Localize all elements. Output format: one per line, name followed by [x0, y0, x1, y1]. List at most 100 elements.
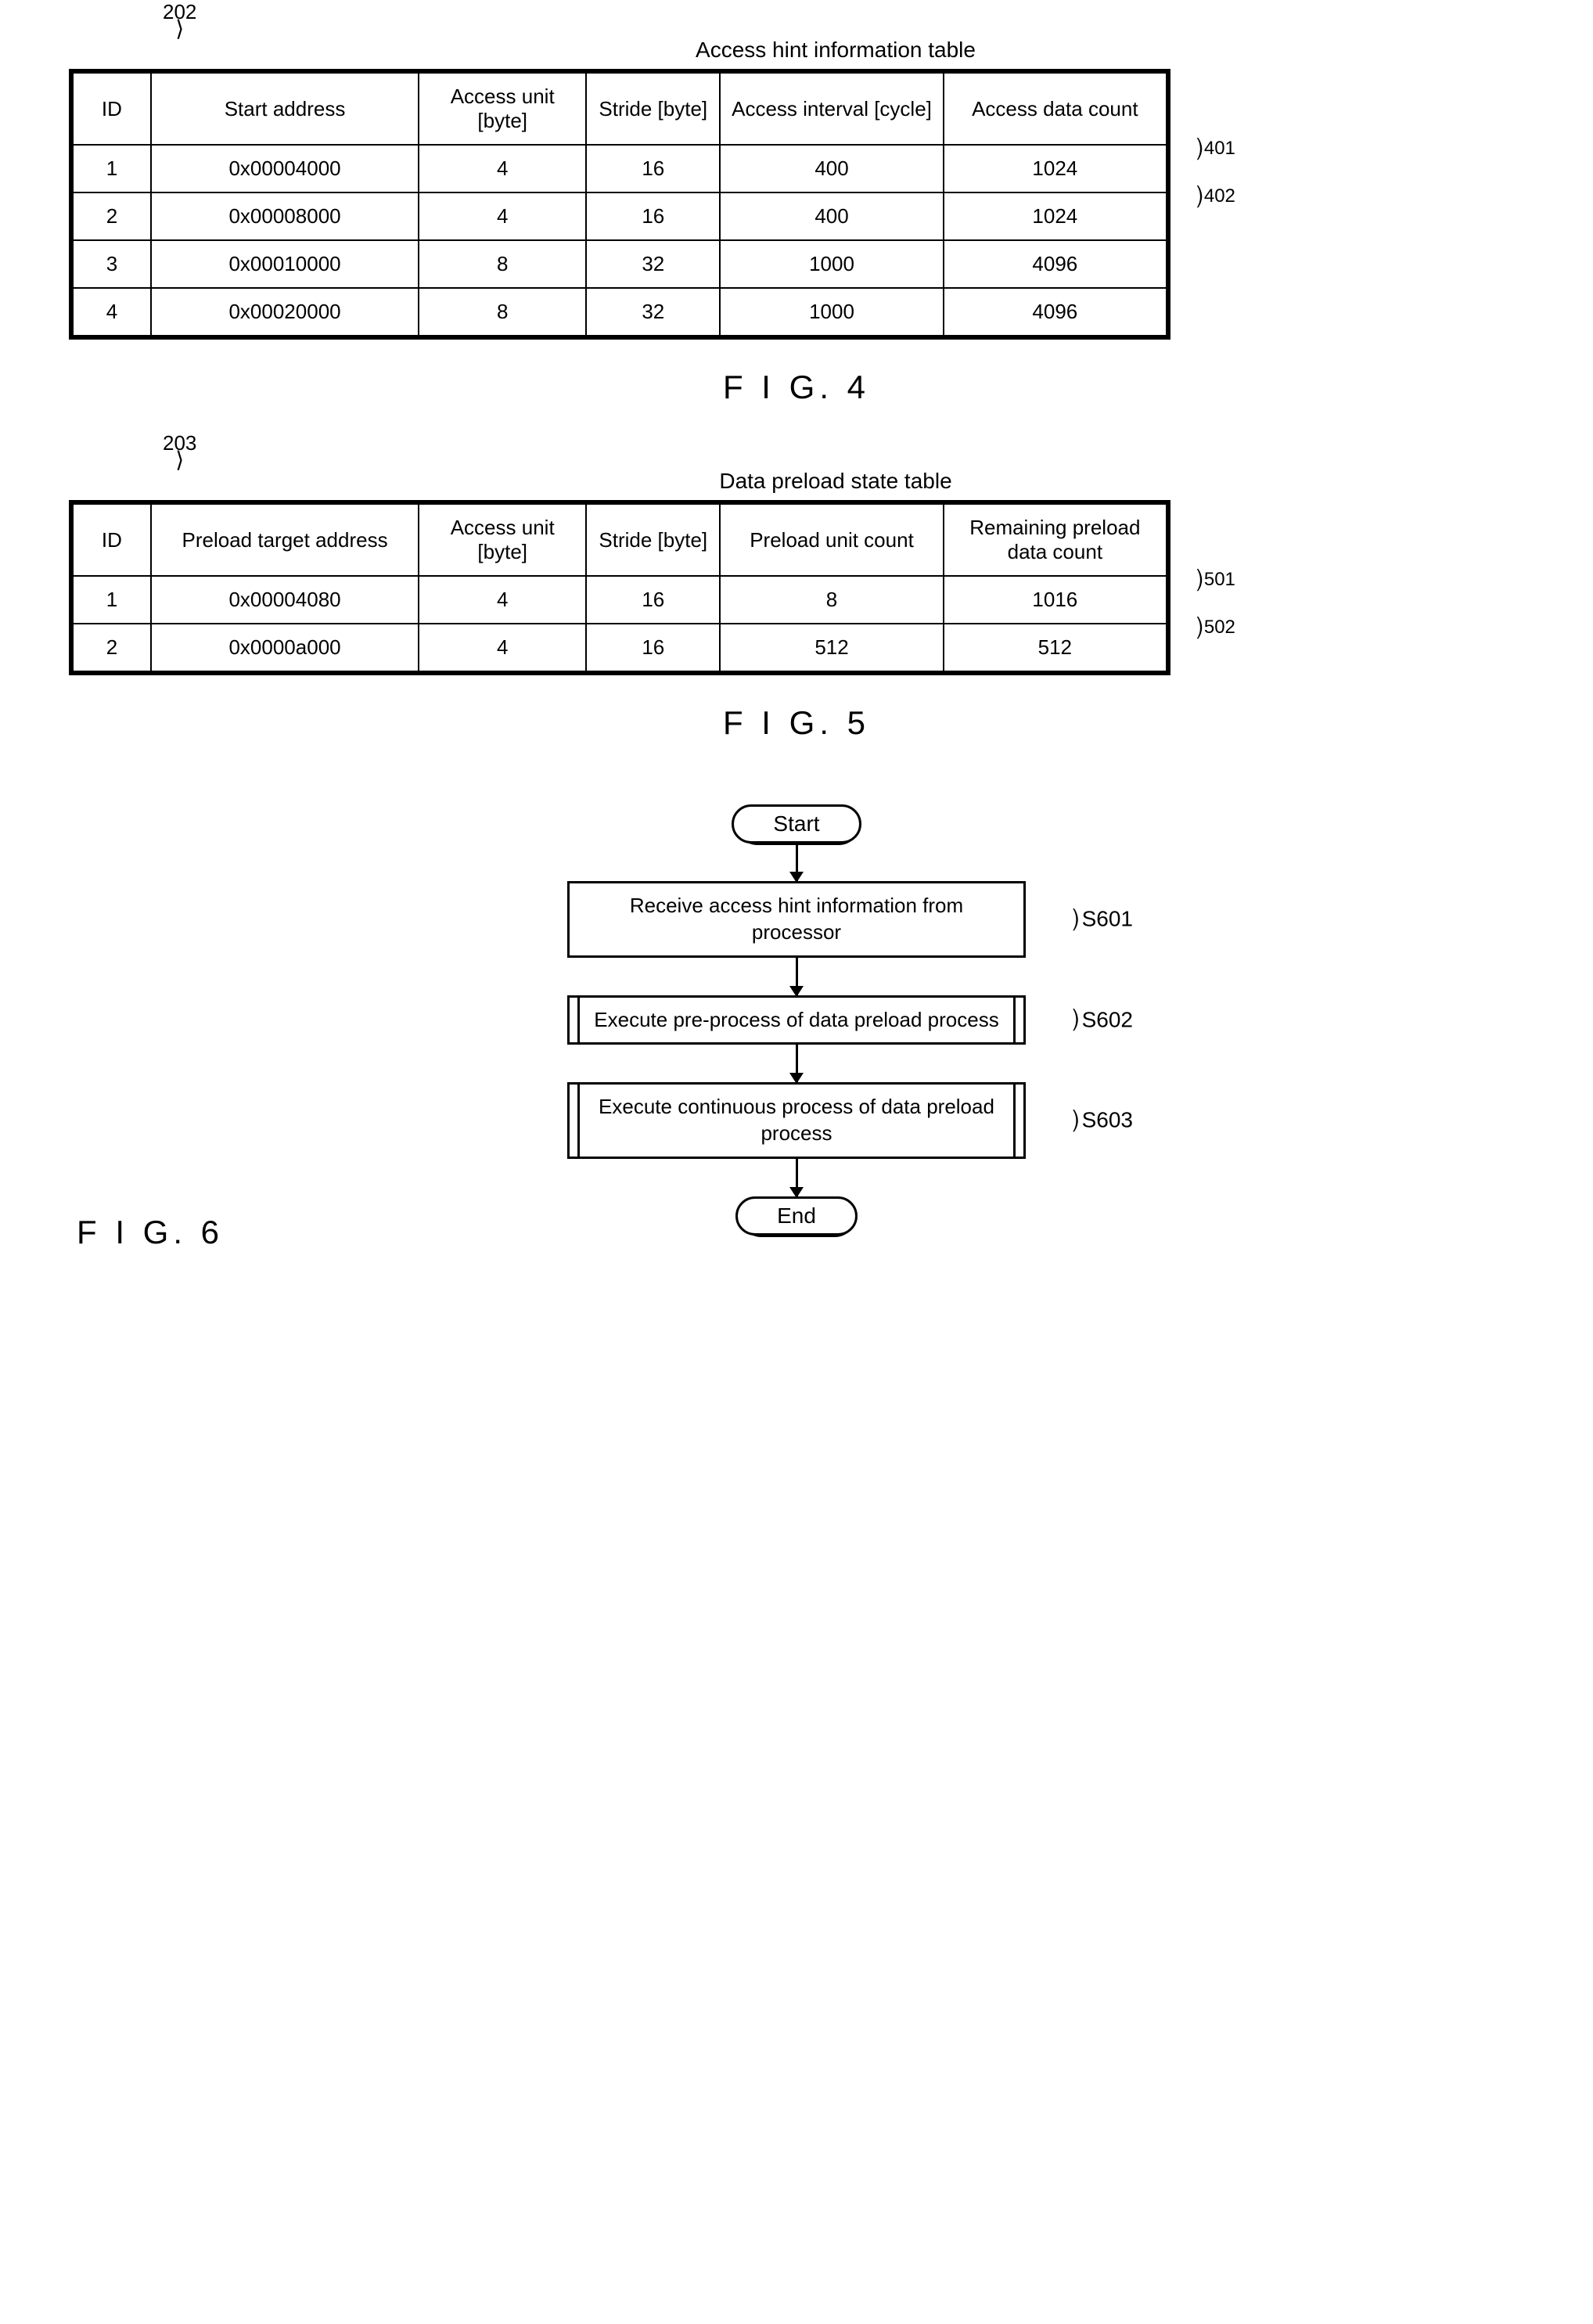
table-cell: 1024	[944, 145, 1167, 192]
table-cell: 32	[586, 240, 720, 288]
fig5-caption: F I G. 5	[69, 704, 1524, 742]
access-hint-table: ID Start address Access unit [byte] Stri…	[72, 72, 1167, 336]
process-box: Execute continuous process of data prelo…	[567, 1082, 1026, 1159]
table-cell: 512	[944, 624, 1167, 671]
row-ref-label: ⏜401	[1177, 135, 1235, 162]
fig4-ref-leader: ⟩	[163, 24, 196, 33]
col-remaining-count: Remaining preload data count	[944, 504, 1167, 576]
col-stride: Stride [byte]	[586, 504, 720, 576]
arrow-icon	[796, 958, 798, 995]
fig4-tbody: 10x00004000416400102420x0000800041640010…	[73, 145, 1167, 336]
fig4-caption: F I G. 4	[69, 369, 1524, 406]
row-ref-number: 501	[1204, 569, 1235, 591]
table-cell: 16	[586, 624, 720, 671]
table-cell: 4	[419, 576, 586, 624]
table-cell: 16	[586, 192, 720, 240]
table-cell: 1016	[944, 576, 1167, 624]
table-cell: 32	[586, 288, 720, 336]
step-ref-label: ⏜S601	[1053, 904, 1133, 934]
table-cell: 0x00020000	[151, 288, 419, 336]
col-start-address: Start address	[151, 73, 419, 145]
table-row: 40x0002000083210004096	[73, 288, 1167, 336]
tilde-icon: ⏜	[1049, 908, 1080, 930]
col-preload-unit-count: Preload unit count	[720, 504, 943, 576]
table-cell: 4096	[944, 240, 1167, 288]
row-ref-number: 402	[1204, 185, 1235, 207]
start-terminal: Start	[732, 804, 861, 844]
row-ref-label: ⏜402	[1177, 183, 1235, 210]
table-cell: 4096	[944, 288, 1167, 336]
figure-6: Start Receive access hint information fr…	[69, 804, 1524, 1251]
tilde-icon: ⏜	[1174, 138, 1201, 160]
table-cell: 3	[73, 240, 151, 288]
fig5-ref-leader: ⟩	[163, 455, 196, 464]
table-cell: 16	[586, 145, 720, 192]
table-row: 10x0000408041681016	[73, 576, 1167, 624]
table-header-row: ID Start address Access unit [byte] Stri…	[73, 73, 1167, 145]
table-cell: 0x00010000	[151, 240, 419, 288]
arrow-icon	[796, 1159, 798, 1196]
col-stride: Stride [byte]	[586, 73, 720, 145]
row-ref-label: ⏜502	[1177, 614, 1235, 641]
data-preload-state-table: ID Preload target address Access unit [b…	[72, 503, 1167, 672]
flowchart: Start Receive access hint information fr…	[484, 804, 1109, 1236]
figure-4: 202 ⟩ Access hint information table ID S…	[69, 38, 1524, 406]
tilde-icon: ⏜	[1174, 569, 1201, 592]
table-cell: 512	[720, 624, 943, 671]
table-cell: 4	[73, 288, 151, 336]
table-cell: 1	[73, 576, 151, 624]
col-id: ID	[73, 73, 151, 145]
fig6-steps-container: Receive access hint information from pro…	[567, 881, 1026, 1196]
table-cell: 2	[73, 192, 151, 240]
fig6-caption: F I G. 6	[77, 1214, 224, 1251]
fig5-title: Data preload state table	[147, 469, 1524, 494]
table-cell: 0x0000a000	[151, 624, 419, 671]
step-ref-number: S601	[1082, 905, 1133, 934]
table-cell: 1000	[720, 288, 943, 336]
tilde-icon: ⏜	[1174, 617, 1201, 639]
step-ref-label: ⏜S602	[1053, 1005, 1133, 1035]
col-preload-target: Preload target address	[151, 504, 419, 576]
table-row: 30x0001000083210004096	[73, 240, 1167, 288]
table-cell: 8	[419, 240, 586, 288]
table-cell: 16	[586, 576, 720, 624]
table-cell: 0x00008000	[151, 192, 419, 240]
step-ref-number: S602	[1082, 1006, 1133, 1034]
fig5-thead: ID Preload target address Access unit [b…	[73, 504, 1167, 576]
table-cell: 400	[720, 145, 943, 192]
fig5-ref-label: 203 ⟩	[163, 431, 196, 464]
fig5-table-outer: ID Preload target address Access unit [b…	[69, 500, 1170, 675]
table-cell: 8	[419, 288, 586, 336]
arrow-icon	[796, 844, 798, 881]
process-box: Receive access hint information from pro…	[567, 881, 1026, 958]
fig4-ref-label: 202 ⟩	[163, 0, 196, 33]
tilde-icon: ⏜	[1049, 1009, 1080, 1031]
col-access-interval: Access interval [cycle]	[720, 73, 943, 145]
fig4-title: Access hint information table	[147, 38, 1524, 63]
fig4-thead: ID Start address Access unit [byte] Stri…	[73, 73, 1167, 145]
table-cell: 1024	[944, 192, 1167, 240]
table-row: 10x000040004164001024	[73, 145, 1167, 192]
arrow-icon	[796, 1045, 798, 1082]
step-ref-label: ⏜S603	[1053, 1106, 1133, 1136]
table-cell: 1000	[720, 240, 943, 288]
table-cell: 0x00004000	[151, 145, 419, 192]
fig4-table-wrap: ID Start address Access unit [byte] Stri…	[69, 69, 1524, 345]
row-ref-label: ⏜501	[1177, 567, 1235, 593]
col-access-unit: Access unit [byte]	[419, 73, 586, 145]
table-cell: 8	[720, 576, 943, 624]
fig5-tbody: 10x000040804168101620x0000a000416512512	[73, 576, 1167, 671]
tilde-icon: ⏜	[1174, 185, 1201, 208]
fig5-table-wrap: ID Preload target address Access unit [b…	[69, 500, 1524, 681]
table-row: 20x0000a000416512512	[73, 624, 1167, 671]
table-cell: 4	[419, 145, 586, 192]
table-cell: 1	[73, 145, 151, 192]
figure-5: 203 ⟩ Data preload state table ID Preloa…	[69, 469, 1524, 742]
row-ref-number: 502	[1204, 617, 1235, 639]
row-ref-number: 401	[1204, 138, 1235, 160]
table-cell: 4	[419, 624, 586, 671]
step-ref-number: S603	[1082, 1106, 1133, 1135]
col-id: ID	[73, 504, 151, 576]
fig4-table-outer: ID Start address Access unit [byte] Stri…	[69, 69, 1170, 340]
table-cell: 0x00004080	[151, 576, 419, 624]
